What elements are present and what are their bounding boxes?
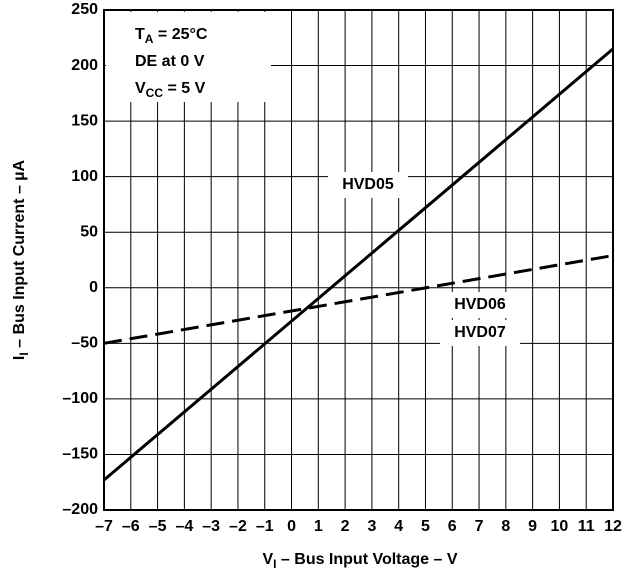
x-tick-label: 9: [528, 518, 537, 535]
x-tick-label: –4: [175, 518, 193, 535]
x-tick-label: –1: [256, 518, 274, 535]
y-axis-label-part: I: [17, 352, 31, 355]
x-axis-label-part: – Bus Input Voltage – V: [276, 551, 457, 568]
series-label-bg: [328, 172, 408, 198]
x-tick-label: –3: [202, 518, 220, 535]
y-axis-label-part: – Bus Input Current – µA: [11, 159, 28, 352]
x-tick-label: 0: [287, 518, 296, 535]
series-line: [103, 47, 614, 482]
annotation: TA = 25°C: [135, 26, 208, 46]
x-tick-label: 8: [501, 518, 510, 535]
y-tick-label: –150: [62, 446, 98, 463]
y-tick-label: 200: [71, 57, 98, 74]
x-tick-label: –2: [229, 518, 247, 535]
annotation: DE at 0 V: [135, 53, 205, 70]
y-tick-label: –200: [62, 501, 98, 518]
x-tick-label: 1: [314, 518, 323, 535]
y-tick-label: –100: [62, 390, 98, 407]
annotation-part: A: [145, 32, 154, 46]
x-axis-label-part: I: [273, 557, 276, 571]
annotation-part: DE at 0 V: [135, 53, 205, 70]
x-axis-label-part: V: [262, 551, 273, 568]
annotation-part: CC: [146, 86, 164, 100]
series-line: [103, 254, 614, 345]
annotation: VCC = 5 V: [135, 80, 206, 100]
x-tick-label: 6: [448, 518, 457, 535]
x-tick-label: 5: [421, 518, 430, 535]
series-label-bg: [440, 320, 520, 346]
x-tick-label: 2: [341, 518, 350, 535]
series-label: HVD05: [342, 176, 394, 193]
annotation-part: T: [135, 26, 145, 43]
x-tick-label: 7: [475, 518, 484, 535]
x-tick-label: 12: [604, 518, 622, 535]
x-tick-label: 4: [394, 518, 403, 535]
x-tick-label: 10: [551, 518, 569, 535]
series-label: HVD06: [454, 296, 506, 313]
x-tick-label: –7: [95, 518, 113, 535]
y-tick-label: –50: [71, 335, 98, 352]
series-label-bg: [440, 292, 520, 318]
y-tick-label: 150: [71, 112, 98, 129]
annotation-part: = 5 V: [163, 80, 206, 97]
annotation-part: = 25°C: [153, 26, 207, 43]
series-label: HVD07: [454, 324, 506, 341]
y-tick-label: 100: [71, 168, 98, 185]
y-tick-label: 50: [80, 223, 98, 240]
y-axis-label-part: I: [11, 356, 28, 360]
x-tick-label: –5: [149, 518, 167, 535]
plot-frame: [103, 9, 614, 511]
y-tick-label: 0: [89, 279, 98, 296]
x-tick-label: –6: [122, 518, 140, 535]
annotation-bg: [106, 12, 271, 102]
x-axis-label: VI – Bus Input Voltage – V: [262, 551, 457, 571]
x-tick-label: 3: [367, 518, 376, 535]
y-axis-label: II – Bus Input Current – µA: [11, 159, 31, 360]
x-tick-label: 11: [578, 518, 595, 535]
y-tick-label: 250: [71, 1, 98, 18]
annotation-part: V: [135, 80, 146, 97]
